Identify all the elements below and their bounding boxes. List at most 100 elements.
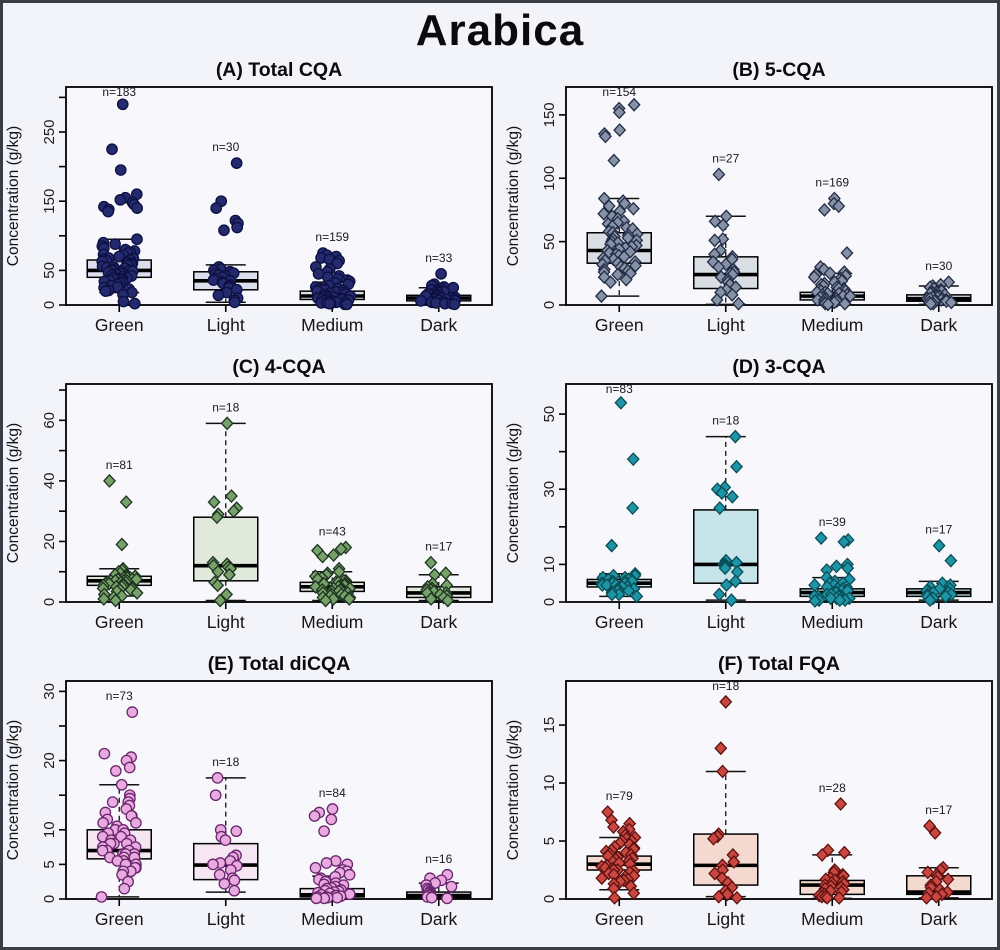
data-point (840, 246, 854, 260)
data-point (211, 564, 225, 579)
data-point (614, 395, 628, 410)
y-tick-label: 150 (41, 189, 58, 214)
panel-title: (A) Total CQA (216, 59, 342, 81)
category-label: Dark (920, 909, 957, 929)
n-label: n=18 (712, 414, 739, 428)
data-point (929, 889, 943, 904)
data-point (228, 874, 241, 887)
data-point (439, 566, 453, 581)
n-label: n=18 (212, 755, 239, 769)
y-tick-label: 0 (41, 895, 58, 903)
n-label: n=39 (819, 515, 846, 529)
y-tick-label: 40 (41, 473, 58, 490)
data-point (627, 886, 641, 901)
data-point (308, 810, 321, 822)
data-point (309, 862, 322, 874)
panel-c-chart: (C) 4-CQA Concentration (g/kg) 0 20 40 60 Gree… (5, 356, 493, 632)
data-point (342, 592, 356, 606)
y-tick-label: 5 (541, 837, 558, 845)
data-point (218, 877, 231, 890)
data-point (712, 587, 726, 602)
points-dark (414, 268, 461, 311)
data-point (808, 593, 822, 608)
data-point (220, 416, 234, 431)
data-point (435, 268, 447, 280)
y-axis-label: Concentration (g/kg) (5, 423, 22, 563)
data-point (213, 593, 227, 608)
data-point (837, 845, 851, 860)
data-point (719, 694, 733, 709)
y-tick-label: 0 (541, 895, 558, 903)
data-point (721, 887, 735, 902)
data-point (210, 510, 224, 525)
data-point (612, 105, 626, 120)
box-light (693, 509, 759, 584)
category-label: Dark (920, 612, 957, 632)
panel-title: (C) 4-CQA (232, 356, 325, 378)
data-point (325, 813, 338, 826)
y-axis-label: Concentration (g/kg) (5, 126, 22, 266)
panel-a-chart: (A) Total CQA Concentration (g/kg) 0 50 150 2… (5, 59, 493, 335)
panel-cell-e: (E) Total diCQA Concentration (g/kg) 0 5 10 2… (3, 651, 503, 947)
data-point (425, 891, 438, 904)
points-dark (920, 538, 958, 608)
data-point (598, 129, 612, 144)
points-medium (309, 247, 357, 311)
n-label: n=33 (425, 251, 452, 265)
n-label: n=17 (925, 523, 952, 537)
panel-cell-b: (B) 5-CQA Concentration (g/kg) 0 50 100 150 Gr… (503, 57, 997, 354)
data-point (832, 890, 846, 905)
data-point (611, 267, 625, 282)
data-point (833, 593, 847, 608)
y-tick-label: 10 (41, 821, 58, 838)
y-tick-label: 0 (541, 598, 558, 606)
n-label: n=83 (606, 382, 633, 396)
y-tick-label: 20 (41, 533, 58, 550)
data-point (606, 820, 620, 835)
data-point (424, 555, 438, 570)
panel-d-chart: (D) 3-CQA Concentration (g/kg) 0 10 30 50 Gree… (505, 356, 993, 632)
data-point (714, 741, 728, 756)
data-point (728, 574, 742, 589)
panel-f-chart: (F) Total FQA Concentration (g/kg) 0 5 10 15 G… (505, 653, 993, 929)
n-label: n=154 (602, 85, 636, 99)
data-point (920, 890, 934, 905)
data-point (117, 295, 130, 308)
panel-title: (E) Total diCQA (208, 653, 351, 675)
data-point (716, 232, 730, 247)
points-green (95, 706, 142, 903)
data-point (600, 578, 614, 593)
panel-cell-f: (F) Total FQA Concentration (g/kg) 0 5 10 15 G… (503, 651, 997, 947)
data-point (414, 294, 427, 307)
data-point (224, 489, 238, 503)
data-point (924, 296, 938, 311)
category-label: Dark (420, 315, 457, 335)
category-label: Medium (801, 315, 863, 335)
y-tick-label: 250 (41, 119, 58, 144)
category-label: Light (207, 909, 245, 929)
data-point (227, 504, 241, 519)
data-point (594, 289, 608, 304)
data-point (623, 244, 637, 259)
points-light (207, 772, 243, 897)
data-point (932, 538, 946, 553)
y-tick-label: 50 (541, 406, 558, 423)
data-point (939, 589, 953, 604)
data-point (96, 844, 109, 857)
points-medium (308, 540, 357, 608)
data-point (832, 199, 846, 214)
data-point (626, 452, 640, 467)
data-point (716, 764, 730, 779)
data-point (724, 593, 738, 608)
data-point (230, 825, 243, 838)
data-point (441, 593, 455, 608)
data-point (97, 592, 111, 606)
category-label: Light (707, 909, 745, 929)
category-label: Green (95, 612, 144, 632)
data-point (126, 706, 139, 718)
panel-cell-d: (D) 3-CQA Concentration (g/kg) 0 10 30 50 Gree… (503, 354, 997, 651)
category-label: Green (595, 612, 644, 632)
points-dark (420, 868, 458, 905)
y-tick-label: 0 (541, 301, 558, 309)
data-point (933, 581, 947, 596)
